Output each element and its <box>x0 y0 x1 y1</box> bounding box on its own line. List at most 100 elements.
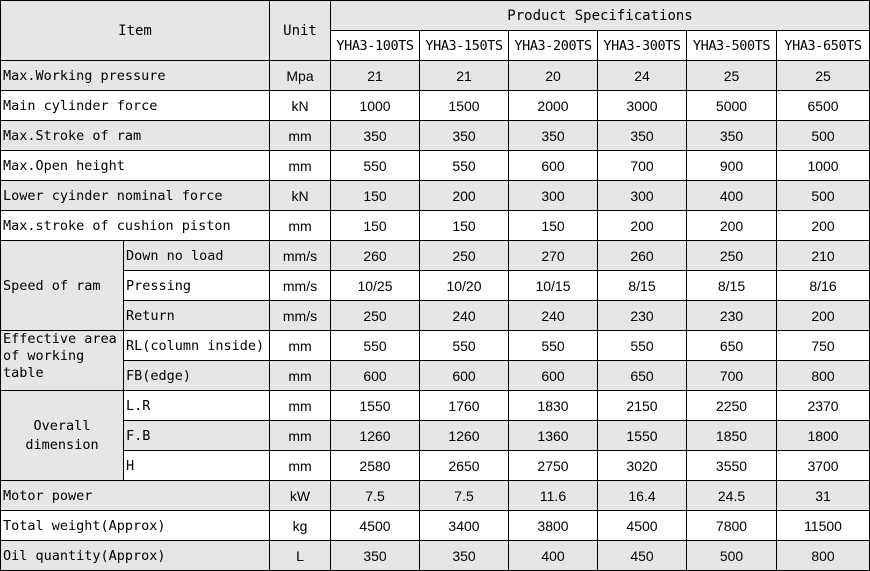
row-value: 270 <box>508 240 598 271</box>
sub-label: L.R <box>123 390 270 421</box>
row-value: 1760 <box>419 390 509 421</box>
row-value: 700 <box>597 150 687 181</box>
table-row: Effective area of working table RL(column… <box>0 330 870 391</box>
row-value: 2750 <box>508 450 598 481</box>
row-value: 550 <box>597 330 687 361</box>
row-value: 5000 <box>686 90 777 121</box>
row-value: 1260 <box>419 420 509 451</box>
header-model: YHA3-100TS <box>330 30 420 61</box>
row-value: 31 <box>775 480 870 511</box>
row-value: 10/15 <box>508 270 598 301</box>
table-row: Total weight(Approx) kg 4500 3400 3800 4500 78… <box>0 510 870 541</box>
table-row: Oil quantity(Approx) L 350 350 400 450 500 800 <box>0 540 870 571</box>
row-value: 1500 <box>419 90 509 121</box>
row-value: 800 <box>775 360 870 391</box>
row-value: 10/25 <box>330 270 420 301</box>
row-value: 500 <box>775 120 870 151</box>
row-label: Total weight(Approx) <box>0 510 270 541</box>
row-unit: kg <box>269 510 331 541</box>
row-value: 2650 <box>419 450 509 481</box>
row-value: 250 <box>686 240 777 271</box>
table-row: Motor power kW 7.5 7.5 11.6 16.4 24.5 31 <box>0 480 870 511</box>
group-label: Speed of ram <box>0 240 124 331</box>
row-value: 550 <box>419 150 509 181</box>
row-value: 300 <box>597 180 687 211</box>
row-value: 550 <box>508 330 598 361</box>
row-value: 8/16 <box>775 270 870 301</box>
row-value: 500 <box>686 540 777 571</box>
row-unit: kN <box>269 90 331 121</box>
row-value: 150 <box>330 180 420 211</box>
row-value: 150 <box>419 210 509 241</box>
row-unit: mm/s <box>269 270 331 301</box>
row-value: 150 <box>508 210 598 241</box>
row-value: 4500 <box>330 510 420 541</box>
row-value: 3400 <box>419 510 509 541</box>
row-value: 16.4 <box>597 480 687 511</box>
row-value: 7.5 <box>419 480 509 511</box>
row-value: 240 <box>419 300 509 331</box>
row-value: 450 <box>597 540 687 571</box>
row-value: 650 <box>597 360 687 391</box>
table-row: F.B mm 1260 1260 1360 1550 1850 1800 <box>1 420 870 451</box>
row-value: 8/15 <box>686 270 777 301</box>
row-value: 350 <box>419 540 509 571</box>
row-value: 21 <box>419 60 509 91</box>
row-value: 230 <box>686 300 777 331</box>
sub-label: FB(edge) <box>123 360 270 391</box>
row-value: 200 <box>775 300 870 331</box>
header-model: YHA3-650TS <box>775 30 870 61</box>
row-unit: mm/s <box>269 240 331 271</box>
row-value: 25 <box>775 60 870 91</box>
table-row: Main cylinder force kN 1000 1500 2000 3000 500… <box>0 90 870 121</box>
row-value: 3700 <box>775 450 870 481</box>
group-label: Effective area of working table <box>0 330 124 391</box>
row-value: 24.5 <box>686 480 777 511</box>
row-value: 20 <box>508 60 598 91</box>
table-row: Max.Stroke of ram mm 350 350 350 350 350 500 <box>0 120 870 151</box>
row-unit: mm <box>269 390 331 421</box>
row-unit: Mpa <box>269 60 331 91</box>
row-value: 350 <box>508 120 598 151</box>
row-value: 350 <box>330 120 420 151</box>
sub-label: H <box>123 450 270 481</box>
row-value: 7.5 <box>330 480 420 511</box>
row-unit: mm <box>269 330 331 361</box>
row-label: Max.stroke of cushion piston <box>0 210 270 241</box>
sub-label: Down no load <box>123 240 270 271</box>
row-value: 250 <box>419 240 509 271</box>
row-value: 250 <box>330 300 420 331</box>
table-row: Return mm/s 250 240 240 230 230 200 <box>1 300 870 331</box>
row-label: Max.Working pressure <box>0 60 270 91</box>
header-item: Item <box>0 0 270 61</box>
row-label: Oil quantity(Approx) <box>0 540 270 571</box>
row-value: 500 <box>775 180 870 211</box>
row-unit: kW <box>269 480 331 511</box>
group-label: Overall dimension <box>0 390 124 481</box>
sub-label: Return <box>123 300 270 331</box>
sub-label: RL(column inside) <box>123 330 270 361</box>
row-value: 2580 <box>330 450 420 481</box>
table-row: Max.stroke of cushion piston mm 150 150 150 2… <box>0 210 870 241</box>
row-unit: mm <box>269 360 331 391</box>
table-row: FB(edge) mm 600 600 600 650 700 800 <box>1 360 870 391</box>
row-value: 750 <box>775 330 870 361</box>
row-value: 11.6 <box>508 480 598 511</box>
row-value: 550 <box>419 330 509 361</box>
row-unit: L <box>269 540 331 571</box>
row-value: 2370 <box>775 390 870 421</box>
row-value: 210 <box>775 240 870 271</box>
row-value: 800 <box>775 540 870 571</box>
row-value: 2150 <box>597 390 687 421</box>
row-value: 1360 <box>508 420 598 451</box>
row-value: 3800 <box>508 510 598 541</box>
row-value: 2250 <box>686 390 777 421</box>
row-value: 150 <box>330 210 420 241</box>
row-value: 11500 <box>775 510 870 541</box>
header-model: YHA3-200TS <box>508 30 598 61</box>
row-value: 350 <box>597 120 687 151</box>
header-unit: Unit <box>269 0 331 61</box>
row-value: 200 <box>419 180 509 211</box>
row-value: 240 <box>508 300 598 331</box>
